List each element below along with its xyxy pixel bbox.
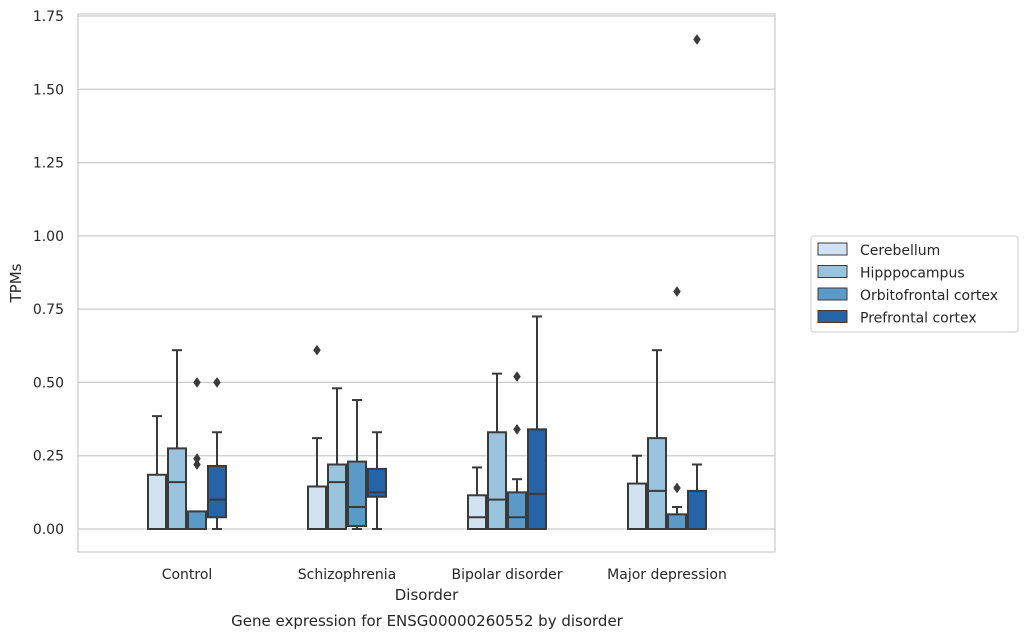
outlier-point — [193, 376, 201, 388]
box — [647, 437, 667, 530]
box-group — [667, 286, 687, 530]
outlier-point — [313, 344, 321, 356]
outlier-point — [193, 459, 201, 470]
x-axis-label: Disorder — [395, 586, 459, 604]
x-tick-label: Schizophrenia — [298, 567, 396, 583]
x-tick-label: Control — [162, 567, 213, 583]
y-tick-label: 0.50 — [33, 375, 64, 391]
chart-caption: Gene expression for ENSG00000260552 by d… — [231, 612, 624, 630]
box-group — [167, 349, 187, 530]
box-group — [147, 415, 167, 531]
box — [627, 482, 647, 531]
box-group — [487, 372, 507, 530]
legend-label: Cerebellum — [860, 243, 940, 259]
box-group — [207, 376, 227, 530]
box — [527, 428, 547, 530]
legend-label: Prefrontal cortex — [860, 311, 977, 327]
legend-swatch — [817, 310, 848, 323]
box-group — [467, 466, 487, 531]
box — [487, 431, 507, 530]
box — [187, 510, 207, 531]
box — [147, 473, 167, 531]
legend-swatch — [817, 287, 848, 301]
outlier-point — [213, 376, 221, 388]
legend-swatch — [817, 265, 848, 278]
y-tick-label: 0.75 — [33, 302, 64, 318]
box — [367, 467, 387, 498]
box — [467, 494, 487, 531]
y-axis-ticks: 0.00 0.25 0.50 0.75 1.00 1.25 1.50 1.75 — [33, 9, 64, 538]
box-group — [367, 431, 387, 530]
box — [687, 489, 707, 530]
legend-frame — [810, 235, 1019, 333]
outlier-point — [673, 482, 681, 494]
box — [507, 491, 527, 531]
outlier-point — [693, 34, 701, 45]
y-tick-label: 0.00 — [33, 522, 64, 538]
box-group — [507, 371, 527, 531]
box-group — [687, 34, 707, 530]
x-axis-ticks: Control Schizophrenia Bipolar disorder Majo… — [162, 567, 727, 583]
legend-swatch — [817, 242, 848, 256]
box-group — [627, 454, 647, 531]
y-tick-label: 1.75 — [33, 9, 64, 25]
y-tick-label: 1.00 — [33, 229, 64, 245]
y-tick-label: 1.50 — [33, 82, 64, 98]
box — [307, 485, 327, 531]
boxes — [147, 34, 707, 531]
box — [167, 447, 187, 530]
box — [207, 464, 227, 519]
outlier-point — [673, 286, 681, 297]
x-tick-label: Major depression — [607, 567, 727, 583]
legend-label: Hipppocampus — [860, 266, 965, 282]
box — [667, 513, 687, 530]
outlier-point — [513, 423, 521, 435]
legend: Cerebellum Hipppocampus Orbitofrontal cort… — [810, 235, 1019, 333]
legend-label: Orbitofrontal cortex — [860, 288, 998, 304]
box-group — [647, 349, 667, 530]
y-tick-label: 0.25 — [33, 449, 64, 465]
box-group — [307, 344, 327, 531]
box-group — [187, 376, 207, 531]
box-group — [327, 387, 347, 531]
box-group — [347, 399, 367, 530]
box — [327, 463, 347, 531]
outlier-point — [513, 371, 521, 383]
x-tick-label: Bipolar disorder — [451, 567, 562, 583]
box — [347, 460, 367, 528]
plot-frame — [77, 13, 776, 553]
box-group — [527, 315, 547, 530]
y-tick-label: 1.25 — [33, 156, 64, 172]
y-axis-label: TPMs — [7, 263, 25, 303]
